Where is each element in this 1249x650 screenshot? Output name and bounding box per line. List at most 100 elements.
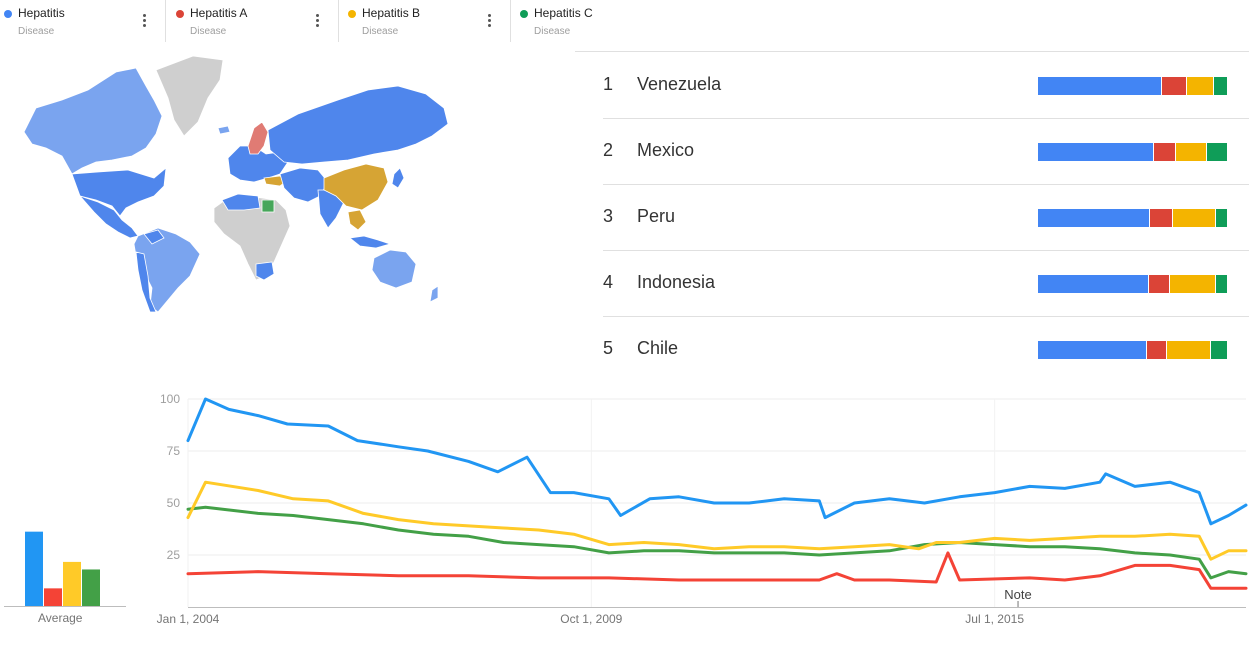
interest-over-time-chart[interactable]: 25 50 75 100 Jan 1, 2004 Oct 1, 2009 Jul 1, 20… [140,385,1249,635]
map-region-north-america-north [23,67,163,175]
y-tick-label: 25 [167,548,181,562]
term-name: Hepatitis B [362,6,421,20]
term-hepatitis[interactable]: Hepatitis Disease [0,0,164,42]
term-legend: Hepatitis Disease Hepatitis A Disease He… [0,0,1249,44]
share-bar [1038,341,1227,359]
divider [603,250,1249,251]
series-line-hepatitis-b [186,480,1248,561]
average-bar [82,569,100,606]
average-bar [44,588,62,606]
x-tick-label: Jan 1, 2004 [157,612,220,626]
share-segment [1154,143,1175,161]
share-segment [1175,143,1207,161]
term-type: Disease [362,26,399,37]
series-line-hepatitis [186,397,1248,526]
ranking-row[interactable]: 1 Venezuela [603,52,1249,118]
more-options-icon[interactable] [315,14,319,30]
share-segment [1173,209,1215,227]
divider [338,0,339,42]
term-color-dot [176,10,184,18]
map-region-australia [371,249,417,289]
series-line-hepatitis-a [186,551,1248,590]
line-chart-svg: 25 50 75 100 Jan 1, 2004 Oct 1, 2009 Jul 1, 20… [157,392,1248,626]
map-region-china [323,163,389,211]
term-hepatitis-b[interactable]: Hepatitis B Disease [344,0,508,42]
rank-number: 1 [603,74,614,94]
term-color-dot [348,10,356,18]
country-name: Venezuela [637,74,722,94]
share-segment [1038,341,1146,359]
average-bar [63,561,81,606]
divider [603,118,1249,119]
share-segment [1187,77,1213,95]
divider [510,0,511,42]
share-segment [1150,209,1173,227]
average-label: Average [38,611,83,625]
share-bar [1038,77,1227,95]
country-name: Mexico [637,140,695,160]
country-name: Peru [637,206,676,226]
rank-number: 3 [603,206,614,226]
series-line-hepatitis-c [186,505,1248,580]
share-segment [1215,275,1227,293]
share-segment [1207,143,1227,161]
average-chart: Average [0,470,130,630]
term-type: Disease [534,26,571,37]
divider [603,184,1249,185]
average-chart-svg [4,531,126,607]
map-region-egypt [261,199,275,213]
average-bar [25,531,43,606]
map-region-japan [391,167,405,189]
term-type: Disease [190,26,227,37]
share-segment [1210,341,1227,359]
ranking-row[interactable]: 2 Mexico [603,118,1249,184]
map-region-iceland [217,125,231,135]
share-segment [1038,275,1148,293]
share-bar [1038,143,1227,161]
term-hepatitis-a[interactable]: Hepatitis A Disease [172,0,336,42]
share-bar [1038,275,1227,293]
term-name: Hepatitis A [190,6,248,20]
share-segment [1146,341,1166,359]
more-options-icon[interactable] [142,14,146,30]
map-region-greenland [155,55,224,137]
world-map[interactable] [18,50,458,320]
divider [575,51,1249,52]
ranking-row[interactable]: 4 Indonesia [603,250,1249,316]
ranking-row[interactable]: 3 Peru [603,184,1249,250]
share-segment [1148,275,1170,293]
map-region-southeast-asia [347,209,367,231]
share-segment [1166,341,1210,359]
term-name: Hepatitis [18,6,65,20]
map-region-usa [71,167,167,217]
term-name: Hepatitis C [534,6,593,20]
rank-number: 2 [603,140,614,160]
map-region-venezuela [143,229,165,245]
map-region-north-africa [221,193,261,211]
ranking-row[interactable]: 5 Chile [603,316,1249,382]
term-color-dot [520,10,528,18]
share-segment [1038,143,1154,161]
term-hepatitis-c[interactable]: Hepatitis C Disease [516,0,626,42]
x-tick-label: Oct 1, 2009 [560,612,622,626]
y-tick-label: 100 [160,392,180,406]
note-label[interactable]: Note [1004,587,1031,602]
country-name: Indonesia [637,272,716,292]
map-region-scandinavia [247,121,269,155]
rank-number: 4 [603,272,614,292]
map-region-russia [267,85,449,165]
more-options-icon[interactable] [487,14,491,30]
rank-number: 5 [603,338,614,358]
term-color-dot [4,10,12,18]
share-segment [1170,275,1215,293]
share-segment [1038,77,1161,95]
share-bar [1038,209,1227,227]
share-segment [1213,77,1227,95]
term-type: Disease [18,26,55,37]
world-map-svg [23,55,449,313]
share-segment [1038,209,1150,227]
y-tick-label: 50 [167,496,181,510]
map-region-chile-peru [135,251,157,313]
divider [603,316,1249,317]
x-tick-label: Jul 1, 2015 [965,612,1024,626]
